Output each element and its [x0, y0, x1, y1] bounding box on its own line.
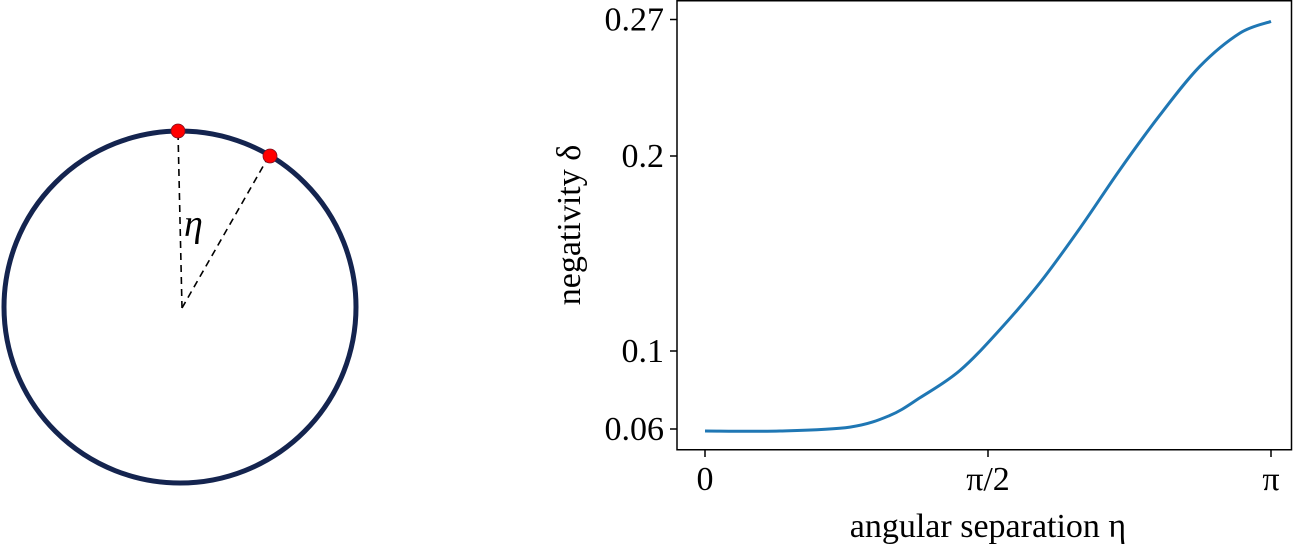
- x-axis-label: angular separation η: [850, 508, 1126, 545]
- negativity-chart: 0.06 0.1 0.2 0.27 0 π/2 π angular separation …: [551, 0, 1293, 545]
- point-b-marker: [262, 148, 278, 164]
- y-tick-label: 0.06: [605, 411, 665, 448]
- radius-line-a: [177, 131, 183, 309]
- axes-frame: [676, 0, 1293, 451]
- y-axis-label: negativity δ: [551, 145, 588, 306]
- unit-circle: [1, 128, 359, 486]
- x-tick-label: π/2: [966, 461, 1010, 498]
- y-tick-label: 0.1: [622, 333, 665, 370]
- point-a-marker: [170, 123, 186, 139]
- x-axis-ticks: 0 π/2 π: [697, 450, 1280, 498]
- x-tick-label: 0: [697, 461, 714, 498]
- radius-line-b: [181, 155, 270, 309]
- circle-diagram: η: [1, 123, 359, 486]
- y-tick-label: 0.2: [622, 138, 665, 175]
- x-tick-label: π: [1262, 461, 1279, 498]
- y-axis-ticks: 0.06 0.1 0.2 0.27: [605, 2, 677, 448]
- negativity-curve: [704, 19, 1272, 433]
- y-tick-label: 0.27: [605, 2, 665, 39]
- angle-label: η: [184, 203, 203, 245]
